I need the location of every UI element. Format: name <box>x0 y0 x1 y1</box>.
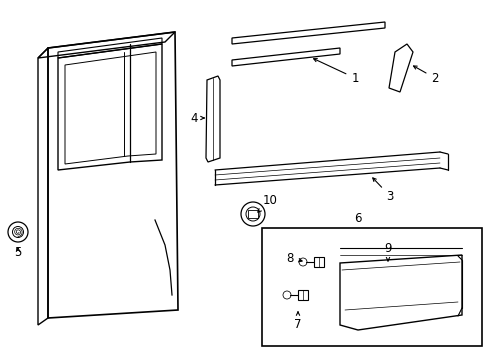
Bar <box>313 257 324 267</box>
Text: 3: 3 <box>372 178 393 202</box>
Bar <box>247 210 258 218</box>
Bar <box>262 228 481 346</box>
Text: 7: 7 <box>294 312 301 332</box>
Text: 5: 5 <box>14 246 21 258</box>
Text: 1: 1 <box>313 59 358 85</box>
Bar <box>297 290 307 300</box>
Text: 9: 9 <box>384 242 391 261</box>
Text: 10: 10 <box>257 194 277 212</box>
Text: 2: 2 <box>413 66 438 85</box>
Text: 4: 4 <box>190 112 203 125</box>
Text: 6: 6 <box>353 211 361 225</box>
Text: 8: 8 <box>286 252 302 265</box>
